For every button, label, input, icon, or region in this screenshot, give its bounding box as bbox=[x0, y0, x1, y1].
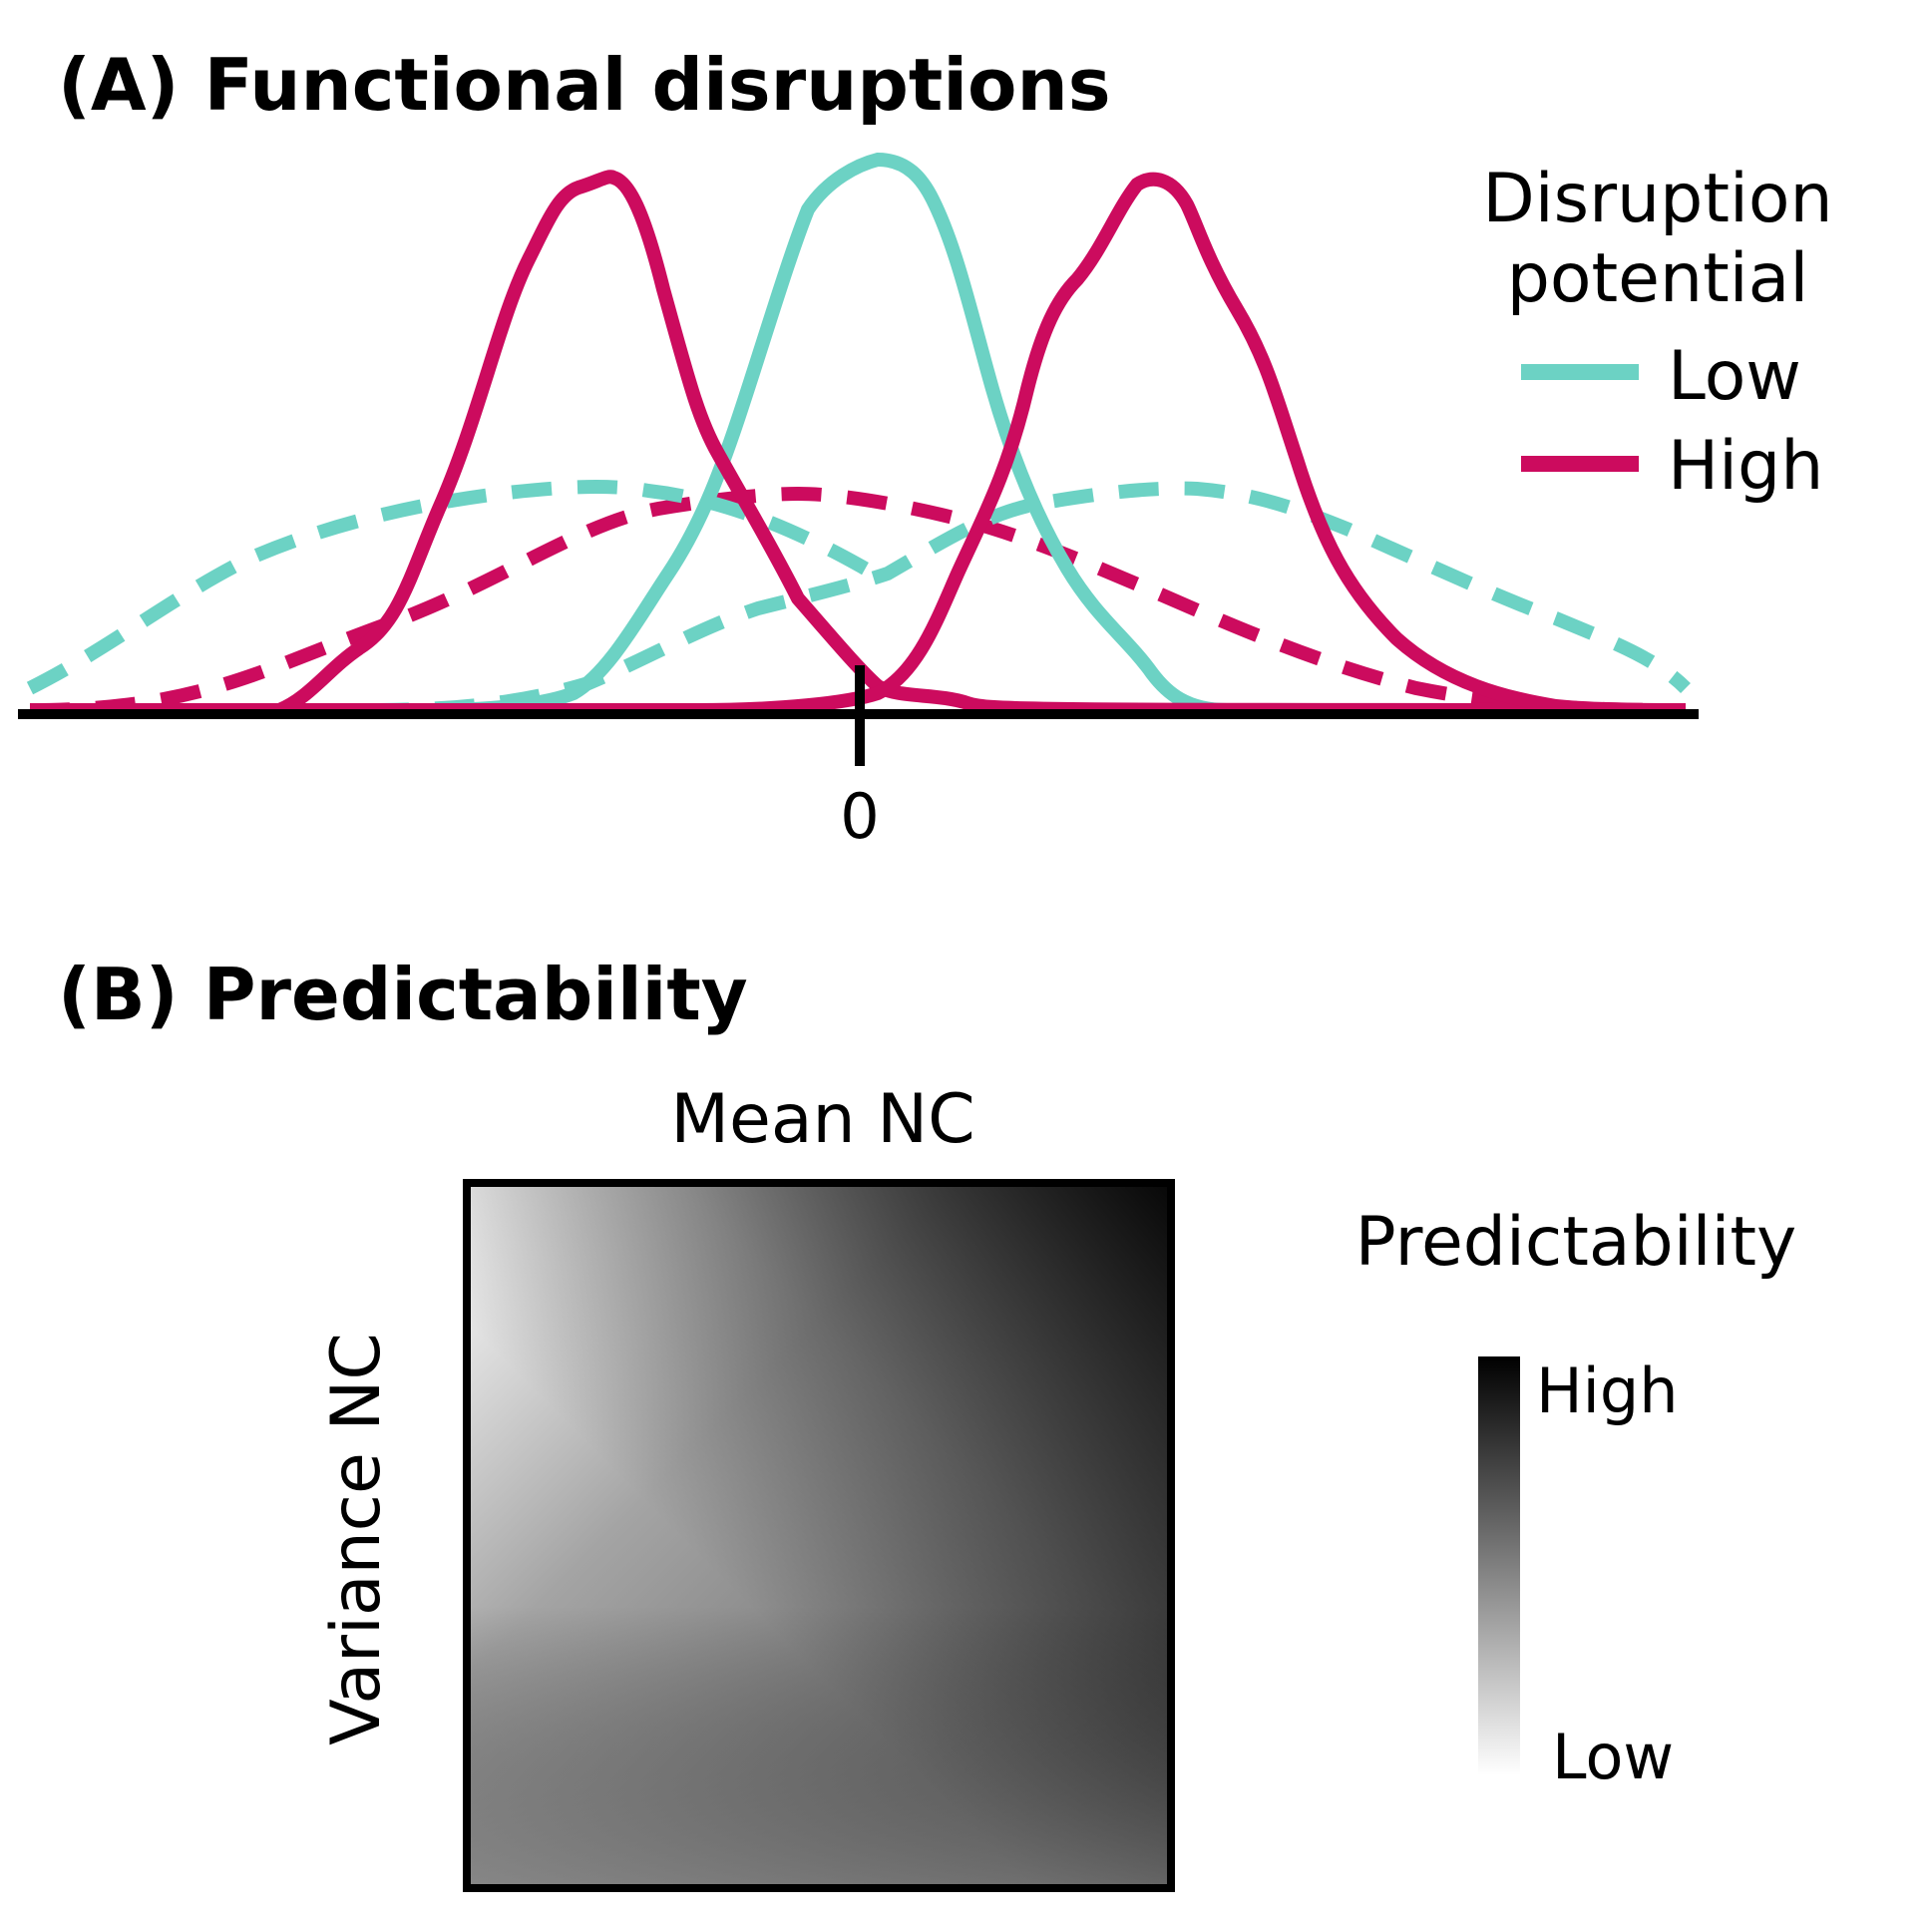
colorbar-label-high: High bbox=[1536, 1354, 1679, 1427]
legend-label-low: Low bbox=[1668, 337, 1801, 416]
colorbar-label-low: Low bbox=[1552, 1721, 1674, 1793]
heatmap-bottom-tint bbox=[467, 1183, 1171, 1888]
density-curves bbox=[26, 152, 1691, 717]
x-axis-zero-label: 0 bbox=[840, 780, 879, 853]
heatmap-frame bbox=[463, 1179, 1175, 1892]
curve-low-wide-left bbox=[26, 480, 891, 695]
colorbar-gradient bbox=[1478, 1356, 1520, 1775]
y-axis-label-variance-nc: Variance NC bbox=[317, 1333, 396, 1745]
curve-high-narrow-right bbox=[30, 172, 1687, 717]
predictability-heatmap bbox=[463, 1179, 1175, 1892]
colorbar-title: Predictability bbox=[1355, 1203, 1797, 1282]
x-axis-label-mean-nc: Mean NC bbox=[670, 1080, 974, 1159]
panel-a-title: (A) Functional disruptions bbox=[58, 43, 1111, 127]
curve-low-wide-right bbox=[368, 481, 1691, 717]
legend-label-high: High bbox=[1668, 427, 1823, 506]
legend-title-line1: Disruption bbox=[1482, 160, 1832, 238]
curve-high-narrow-left bbox=[30, 170, 1687, 717]
curve-high-wide-center bbox=[29, 486, 1687, 717]
colorbar: Predictability High Low bbox=[1355, 1203, 1797, 1793]
panel-b-title: (B) Predictability bbox=[58, 953, 748, 1036]
legend: Disruption potential Low High bbox=[1482, 160, 1832, 506]
legend-title-line2: potential bbox=[1507, 239, 1808, 318]
x-axis: 0 bbox=[18, 665, 1699, 853]
curve-low-narrow bbox=[30, 152, 1686, 717]
